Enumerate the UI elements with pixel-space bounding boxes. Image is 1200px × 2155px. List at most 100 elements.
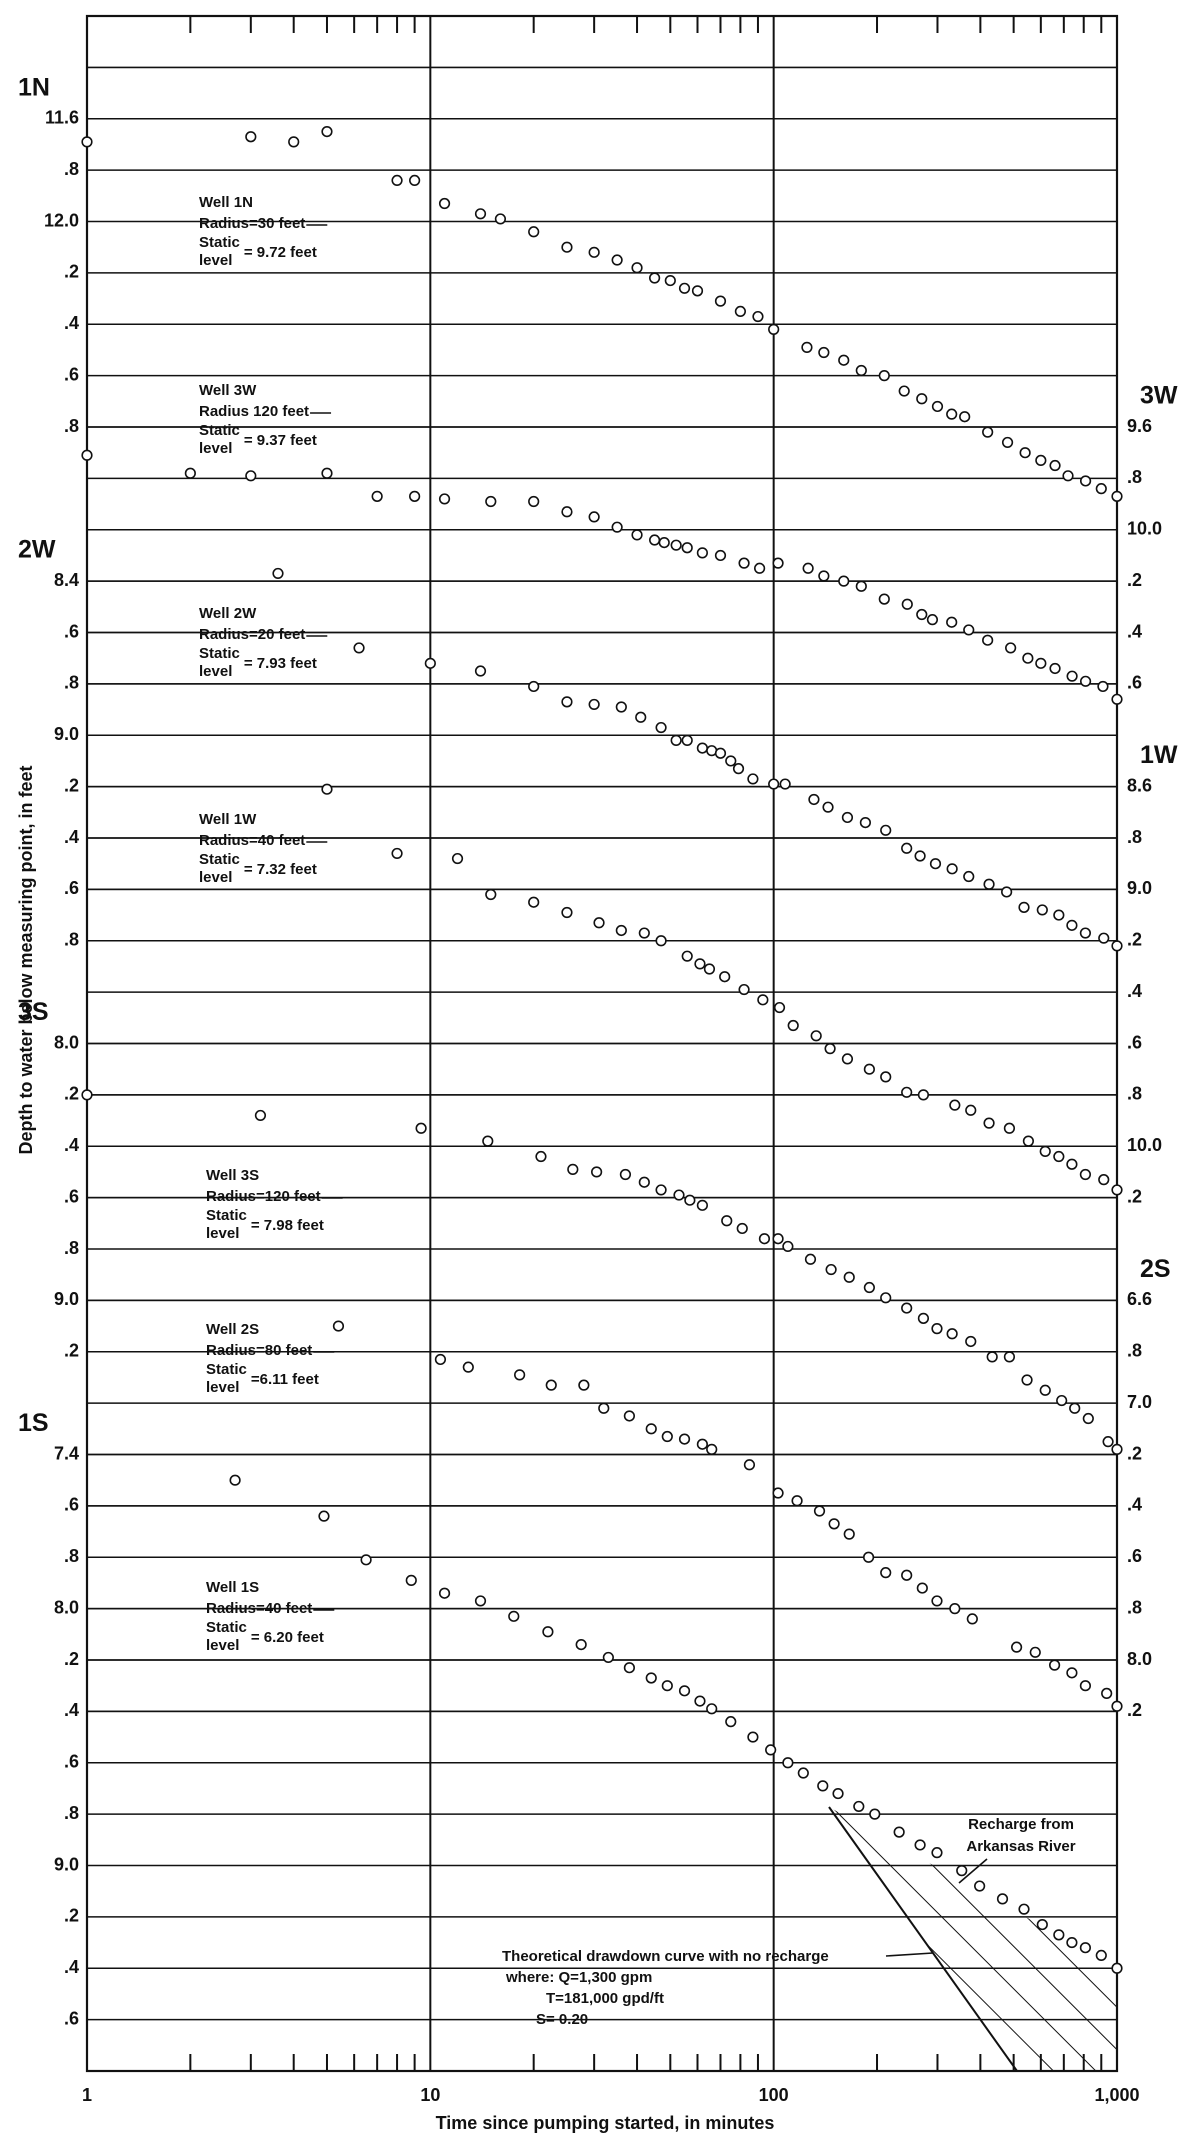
y-tick-label: .8: [1127, 1597, 1142, 1617]
data-point: [1010, 1641, 1023, 1653]
data-point: [916, 608, 928, 621]
x-tick-label: 10: [420, 2085, 440, 2105]
data-point: [754, 562, 766, 574]
data-point: [818, 346, 830, 359]
annotation: Theoretical drawdown curve with no recha…: [502, 1948, 829, 1965]
static-level: =6.11 feet: [251, 1371, 319, 1388]
data-point: [901, 1302, 913, 1314]
y-tick-label: .6: [64, 1186, 79, 1206]
y-tick-label: .4: [1127, 1495, 1142, 1515]
data-point: [782, 1757, 794, 1769]
static-label: level: [206, 1379, 239, 1396]
well-name: Well 3S: [206, 1167, 259, 1184]
data-point: [1003, 1351, 1016, 1363]
data-point: [719, 971, 731, 983]
data-point: [1069, 1402, 1081, 1414]
data-point: [862, 1551, 875, 1563]
data-point: [1095, 483, 1107, 495]
data-point: [914, 1839, 926, 1851]
data-point: [926, 614, 939, 626]
data-point: [855, 364, 867, 377]
data-point: [810, 1030, 822, 1042]
data-point: [916, 393, 928, 405]
data-point: [1056, 1394, 1068, 1407]
y-tick-label: .8: [64, 1803, 79, 1823]
data-point: [1066, 1667, 1078, 1679]
y-tick-label: .2: [1127, 1186, 1142, 1206]
data-point: [528, 226, 540, 238]
data-point: [901, 842, 913, 854]
data-point: [655, 721, 667, 734]
well-radius: Radius=120 feet: [206, 1188, 321, 1205]
data-point: [828, 1518, 840, 1530]
panel-heading: 3S: [18, 998, 49, 1026]
well-radius: Radius 120 feet: [199, 403, 309, 420]
data-point: [631, 262, 643, 274]
data-point: [838, 354, 850, 366]
y-tick-label: .2: [64, 775, 79, 795]
data-point: [245, 470, 257, 482]
data-point: [1079, 1680, 1091, 1692]
data-point: [804, 1253, 817, 1265]
data-point: [611, 254, 623, 266]
static-label: Static: [206, 1619, 247, 1636]
y-tick-label: .2: [64, 1341, 79, 1361]
data-point: [869, 1808, 881, 1820]
data-point: [681, 542, 693, 554]
panel-heading: 2S: [1140, 1255, 1171, 1283]
y-tick-label: .4: [1127, 981, 1142, 1001]
y-tick-label: .8: [64, 159, 79, 179]
data-point: [963, 870, 975, 883]
data-point: [757, 994, 769, 1006]
data-point: [1039, 1145, 1051, 1157]
y-tick-label: .4: [1127, 621, 1142, 641]
data-point: [438, 197, 451, 210]
data-point: [747, 1731, 759, 1743]
data-point: [661, 1430, 673, 1443]
data-point: [916, 1582, 928, 1594]
static-label: level: [206, 1637, 239, 1654]
data-point: [966, 1613, 978, 1625]
data-point: [1111, 1962, 1123, 1974]
data-point: [880, 1292, 892, 1304]
data-point: [983, 878, 995, 890]
data-point: [772, 557, 784, 569]
data-point: [645, 1672, 657, 1684]
data-point: [825, 1263, 837, 1276]
data-point: [946, 863, 958, 875]
data-point: [801, 341, 813, 353]
data-point: [438, 1587, 451, 1599]
y-tick-label: 7.4: [54, 1443, 79, 1463]
y-tick-label: .8: [1127, 1084, 1142, 1104]
data-point: [721, 1215, 733, 1227]
data-point: [752, 310, 764, 323]
data-point: [424, 657, 436, 669]
data-point: [254, 1109, 267, 1122]
y-tick-label: .8: [1127, 827, 1142, 847]
well-name: Well 3W: [199, 382, 257, 399]
data-point: [184, 467, 196, 479]
panel-heading: 1N: [18, 73, 50, 101]
data-point: [561, 506, 573, 518]
data-point: [1035, 454, 1047, 466]
data-point: [880, 1567, 892, 1579]
data-point: [946, 1328, 958, 1340]
y-tick-label: .2: [1127, 1443, 1142, 1463]
data-point: [1095, 1949, 1107, 1962]
data-point: [474, 208, 487, 220]
data-point: [591, 1166, 603, 1178]
y-tick-label: .6: [64, 2008, 79, 2028]
data-point: [229, 1474, 241, 1486]
data-point: [813, 1505, 826, 1517]
well-name: Well 1N: [199, 194, 253, 211]
data-point: [670, 539, 682, 551]
data-point: [1018, 901, 1030, 913]
y-tick-label: .6: [64, 621, 79, 641]
static-label: Static: [199, 851, 240, 868]
data-point: [986, 1351, 998, 1363]
recharge-area: [828, 1806, 1117, 2071]
data-point: [645, 1423, 657, 1435]
data-point: [434, 1353, 447, 1366]
data-point: [779, 778, 791, 790]
